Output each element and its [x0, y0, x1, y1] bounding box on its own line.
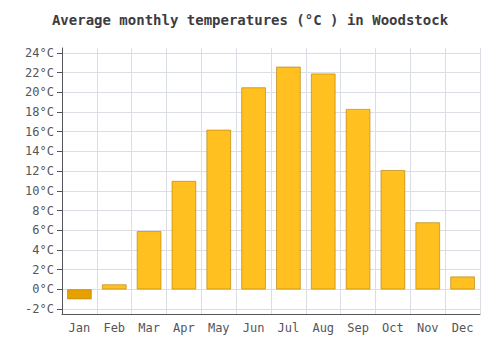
svg-text:20°C: 20°C	[25, 85, 54, 99]
svg-text:Apr: Apr	[173, 321, 195, 335]
svg-text:12°C: 12°C	[25, 164, 54, 178]
svg-text:Feb: Feb	[103, 321, 125, 335]
svg-text:-2°C: -2°C	[25, 302, 54, 316]
svg-text:Sep: Sep	[347, 321, 369, 335]
svg-text:Dec: Dec	[452, 321, 474, 335]
svg-text:18°C: 18°C	[25, 105, 54, 119]
svg-text:22°C: 22°C	[25, 66, 54, 80]
svg-text:Average monthly temperatures (: Average monthly temperatures (°C ) in Wo…	[52, 12, 449, 28]
svg-text:Aug: Aug	[312, 321, 334, 335]
svg-text:6°C: 6°C	[32, 223, 54, 237]
svg-text:24°C: 24°C	[25, 46, 54, 60]
svg-text:4°C: 4°C	[32, 243, 54, 257]
svg-text:Oct: Oct	[382, 321, 404, 335]
svg-text:10°C: 10°C	[25, 184, 54, 198]
svg-text:0°C: 0°C	[32, 282, 54, 296]
svg-text:8°C: 8°C	[32, 204, 54, 218]
svg-text:Jun: Jun	[243, 321, 265, 335]
svg-text:14°C: 14°C	[25, 144, 54, 158]
svg-text:Mar: Mar	[138, 321, 160, 335]
svg-text:May: May	[208, 321, 230, 335]
svg-text:2°C: 2°C	[32, 263, 54, 277]
svg-text:Nov: Nov	[417, 321, 439, 335]
svg-text:Jul: Jul	[278, 321, 300, 335]
svg-text:Jan: Jan	[69, 321, 91, 335]
svg-text:16°C: 16°C	[25, 125, 54, 139]
